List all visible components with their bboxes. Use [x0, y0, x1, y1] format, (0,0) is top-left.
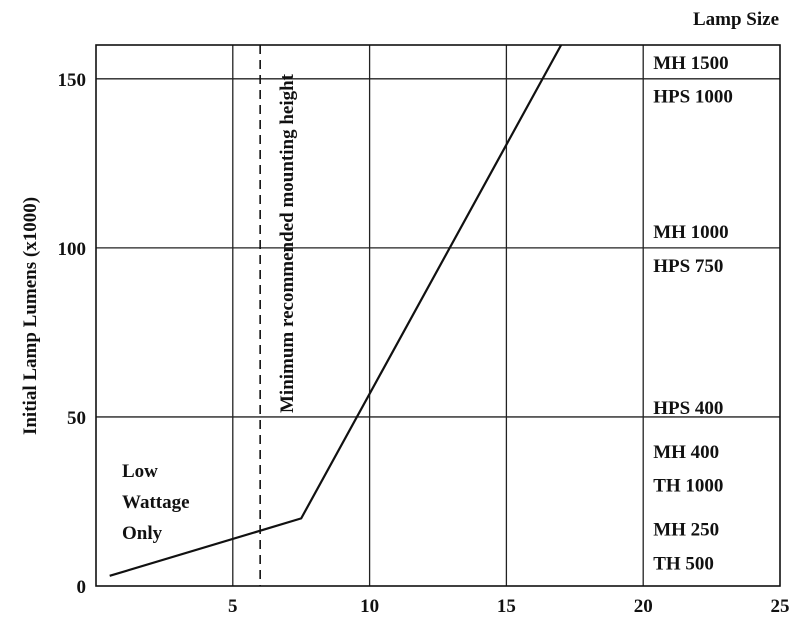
low-wattage-line-3: Only [122, 523, 163, 544]
y-tick-label-1: 50 [67, 408, 86, 429]
y-axis-label: Initial Lamp Lumens (x1000) [20, 197, 41, 435]
tick-labels: 5 10 15 20 25 0 50 100 150 [58, 70, 790, 617]
x-tick-label-1: 10 [360, 596, 379, 617]
low-wattage-line-1: Low [122, 461, 158, 482]
lamp-size-label-7: MH 250 [653, 520, 719, 541]
x-tick-label-0: 5 [228, 596, 238, 617]
lamp-size-label-2: MH 1000 [653, 222, 728, 243]
lamp-size-label-6: TH 1000 [653, 476, 723, 497]
lamp-size-label-5: MH 400 [653, 442, 719, 463]
lamp-size-label-3: HPS 750 [653, 256, 723, 277]
lamp-size-header: Lamp Size [693, 9, 779, 30]
y-tick-label-0: 0 [77, 577, 87, 598]
x-tick-label-4: 25 [771, 596, 790, 617]
grid-lines [96, 45, 780, 586]
lamp-size-label-0: MH 1500 [653, 53, 728, 74]
low-wattage-annotation: Low Wattage Only [122, 461, 190, 544]
plot-frame [95, 44, 781, 587]
y-tick-label-2: 100 [58, 239, 87, 260]
lamp-size-label-1: HPS 1000 [653, 87, 733, 108]
lamp-size-label-4: HPS 400 [653, 398, 723, 419]
lamp-size-labels: MH 1500 HPS 1000 MH 1000 HPS 750 HPS 400 MH 4… [653, 53, 733, 574]
x-tick-label-2: 15 [497, 596, 516, 617]
low-wattage-line-2: Wattage [122, 492, 190, 513]
y-tick-label-3: 150 [58, 70, 87, 91]
lumens-series-line [109, 44, 563, 577]
min-mounting-height-label: Minimum recommended mounting height [277, 73, 298, 413]
lamp-size-label-8: TH 500 [653, 553, 714, 574]
x-tick-label-3: 20 [634, 596, 653, 617]
